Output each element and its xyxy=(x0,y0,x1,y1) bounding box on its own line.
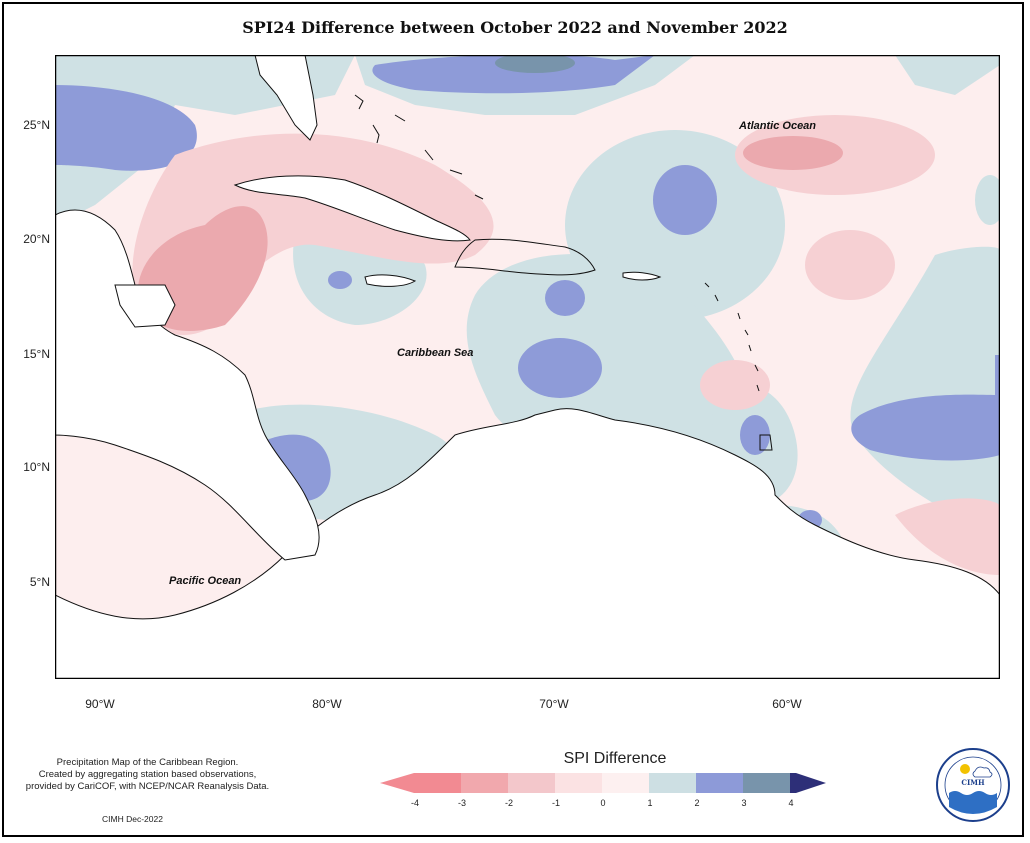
map-border xyxy=(55,55,1000,679)
footer-note-line1: Precipitation Map of the Caribbean Regio… xyxy=(56,757,239,768)
y-label-25n: 25°N xyxy=(23,118,50,132)
atlantic-ocean-label: Atlantic Ocean xyxy=(739,120,817,132)
x-label-60w: 60°W xyxy=(772,697,802,711)
map-panel[interactable] xyxy=(55,55,1000,679)
cuba-land xyxy=(233,175,471,242)
legend-tick: -3 xyxy=(457,798,466,808)
y-label-15n: 15°N xyxy=(23,347,50,361)
x-label-90w: 90°W xyxy=(85,697,115,711)
footer-note-line3: provided by CariCOF, with NCEP/NCAR Rean… xyxy=(25,781,270,792)
x-label-70w: 70°W xyxy=(539,697,569,711)
x-label-80w: 80°W xyxy=(312,697,342,711)
cimh-logo xyxy=(936,748,1010,822)
logo-text: CIMH xyxy=(961,778,985,787)
bahamas-islands xyxy=(354,94,484,200)
legend-tick: -1 xyxy=(551,798,560,808)
yucatan-land xyxy=(114,284,176,328)
legend-tick: 0 xyxy=(600,798,606,808)
caribbean-sea-label: Caribbean Sea xyxy=(397,347,474,359)
y-label-10n: 10°N xyxy=(23,460,50,474)
puerto-rico-land xyxy=(622,271,662,281)
pacific-ocean-label: Pacific Ocean xyxy=(169,575,242,587)
cloud-icon xyxy=(972,766,993,778)
legend-colorbar xyxy=(380,773,826,793)
footer-note-line2: Created by aggregating station based obs… xyxy=(38,769,257,780)
lesser-antilles xyxy=(704,282,773,451)
legend-arrow-right xyxy=(790,773,826,793)
waves-icon xyxy=(949,791,997,814)
legend-swatch-1 xyxy=(414,773,461,793)
legend-title: SPI Difference xyxy=(563,750,667,767)
map-svg xyxy=(55,55,1000,679)
y-label-5n: 5°N xyxy=(29,575,50,589)
legend-arrow-left xyxy=(380,773,414,793)
legend-swatch-2 xyxy=(461,773,508,793)
legend-swatch-7 xyxy=(696,773,743,793)
legend-tick: 1 xyxy=(647,798,653,808)
hispaniola-outline xyxy=(454,238,596,276)
legend-tick: 4 xyxy=(788,798,794,808)
legend-swatch-5 xyxy=(602,773,649,793)
legend-swatch-8 xyxy=(743,773,790,793)
footer-note: Precipitation Map of the Caribbean Regio… xyxy=(0,757,295,793)
legend-swatch-6 xyxy=(649,773,696,793)
legend-swatch-4 xyxy=(555,773,602,793)
y-label-20n: 20°N xyxy=(23,232,50,246)
credit-text: CIMH Dec-2022 xyxy=(102,814,163,824)
legend-tick: 3 xyxy=(741,798,747,808)
positive-anomaly-strong xyxy=(495,55,575,73)
map-title: SPI24 Difference between October 2022 an… xyxy=(242,18,788,37)
legend-tick: -4 xyxy=(410,798,419,808)
florida-land xyxy=(254,55,318,141)
jamaica-land xyxy=(364,274,417,287)
sun-icon xyxy=(960,764,970,774)
legend-tick: -2 xyxy=(504,798,513,808)
legend-tick: 2 xyxy=(694,798,700,808)
legend-swatch-3 xyxy=(508,773,555,793)
